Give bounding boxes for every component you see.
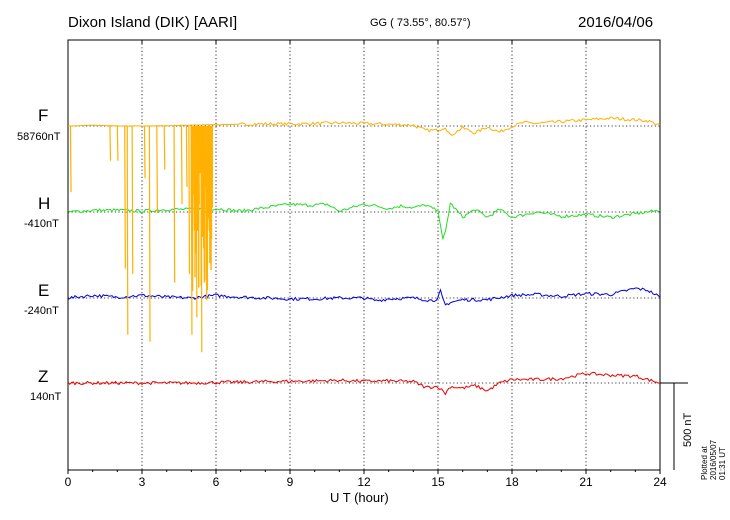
f-dropout-spike: [156, 125, 158, 214]
scale-bar-label: 500 nT: [682, 412, 694, 447]
f-dropout-spike: [131, 125, 134, 274]
series-line-z: [67, 371, 661, 396]
f-dropout-spike: [69, 125, 72, 193]
x-ticks: 0 3 6 9 12 15 18 21 24: [65, 40, 667, 489]
component-label-h: H: [38, 194, 51, 213]
x-tick-label: 12: [357, 475, 371, 489]
f-dropout-spike: [116, 125, 119, 161]
date-label: 2016/04/06: [578, 14, 654, 31]
x-tick-label: 0: [65, 475, 72, 489]
component-label-f: F: [38, 106, 49, 125]
f-dropout-spike: [126, 125, 129, 335]
x-tick-label: 9: [287, 475, 294, 489]
x-tick-label: 6: [213, 475, 220, 489]
scale-bar: [660, 382, 688, 470]
f-dropout-spike: [109, 125, 112, 161]
coordinates-label: GG ( 73.55°, 80.57°): [370, 17, 471, 29]
baseline-label-f: 58760nT: [17, 131, 61, 143]
plotted-timestamp: Plotted at 2016/05/07 01:31 UT: [700, 439, 727, 480]
f-dropout-spike: [163, 125, 166, 170]
x-tick-label: 15: [431, 475, 445, 489]
series-lines: [67, 116, 661, 396]
f-dropout-spike: [143, 125, 146, 179]
x-tick-label: 21: [579, 475, 593, 489]
f-dropout-spike: [188, 125, 191, 274]
component-label-z: Z: [38, 367, 49, 386]
x-tick-label: 24: [653, 475, 667, 489]
grid: [68, 40, 660, 470]
f-dropout-spike: [173, 125, 176, 283]
baseline-label-h: -410nT: [24, 218, 59, 230]
f-dropout-spike: [185, 125, 188, 187]
component-label-e: E: [38, 281, 50, 300]
series-line-h: [67, 202, 661, 241]
baseline-label-z: 140nT: [30, 391, 62, 403]
plot-frame: [67, 39, 661, 471]
station-title: Dixon Island (DIK) [AARI]: [68, 14, 238, 31]
series-line-e: [67, 287, 661, 306]
f-dropout-spike: [148, 125, 151, 342]
x-tick-label: 3: [139, 475, 146, 489]
f-dropout-spike: [180, 125, 183, 205]
baseline-label-e: -240nT: [24, 305, 59, 317]
f-dropout-spike: [124, 125, 126, 269]
x-axis-label: U T (hour): [330, 490, 389, 505]
series-line-f: [67, 116, 661, 136]
x-tick-label: 18: [505, 475, 519, 489]
